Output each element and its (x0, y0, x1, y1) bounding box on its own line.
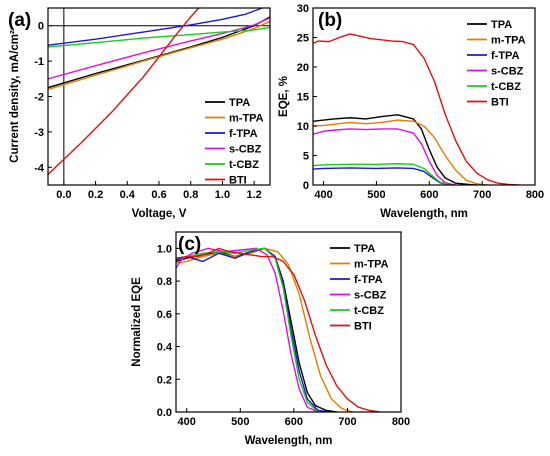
legend: TPA m-TPA f-TPA s-CBZ t-CBZ BTI (330, 243, 389, 333)
legend-label-s-cbz: s-CBZ (229, 144, 262, 156)
y-tick-label: 0 (38, 21, 44, 33)
legend-label-tpa: TPA (491, 19, 512, 31)
series-line-bti (176, 247, 380, 412)
legend-label-f-tpa: f-TPA (354, 274, 383, 286)
y-tick-label: 5 (303, 151, 309, 163)
y-tick-label: 1.0 (157, 243, 172, 255)
series-line-m-tpa (176, 247, 353, 412)
x-tick-label: 600 (420, 189, 438, 201)
legend-label-bti: BTI (491, 97, 509, 109)
x-tick-label: 500 (231, 416, 249, 428)
series-line-bti (313, 33, 520, 185)
series-line-s-cbz (48, 17, 270, 80)
x-tick-label: 400 (178, 416, 196, 428)
series-line-s-cbz (313, 128, 456, 185)
x-tick-label: 0.0 (56, 189, 71, 201)
x-tick-label: 500 (367, 189, 385, 201)
chart-panel-3: 400 500 600 700 800 0.0 0.2 0.4 0.6 0.8 1.0 Wavelen… (131, 231, 410, 447)
y-tick-label: 0.2 (157, 374, 172, 386)
series-line-m-tpa (48, 20, 270, 91)
x-tick-label: 600 (285, 416, 303, 428)
y-tick-label: 30 (297, 3, 309, 15)
legend-label-m-tpa: m-TPA (229, 113, 264, 125)
legend: TPA m-TPA f-TPA s-CBZ t-CBZ BTI (467, 19, 526, 109)
y-tick-label: 0.0 (157, 407, 172, 419)
series-line-bti (48, 8, 200, 175)
series-line-tpa (176, 247, 337, 412)
series-line-m-tpa (313, 119, 488, 185)
legend-label-t-cbz: t-CBZ (229, 159, 259, 171)
y-tick-label: 0.4 (157, 342, 173, 354)
series-line-t-cbz (48, 26, 270, 48)
x-axis-label: Voltage, V (132, 208, 187, 220)
y-tick-label: 20 (297, 62, 309, 74)
series-line-tpa (313, 114, 483, 185)
x-tick-label: 700 (338, 416, 356, 428)
legend-label-m-tpa: m-TPA (491, 35, 526, 47)
plot-frame (175, 231, 402, 413)
series-line-s-cbz (176, 247, 319, 412)
panel-label: (b) (318, 10, 342, 31)
y-tick-label: 10 (297, 121, 309, 133)
series-line-t-cbz (313, 163, 451, 185)
x-tick-label: 800 (526, 189, 544, 201)
legend-label-tpa: TPA (354, 243, 375, 255)
legend-label-t-cbz: t-CBZ (354, 305, 384, 317)
chart-panel-2: 400 500 600 700 800 0 5 10 15 20 25 30 Wavelength, n… (278, 3, 544, 220)
x-tick-label: 1.2 (246, 189, 261, 201)
y-axis-label: EQE, % (278, 76, 290, 117)
series-line-t-cbz (176, 247, 319, 412)
x-tick-label: 0.8 (183, 189, 198, 201)
legend-label-s-cbz: s-CBZ (354, 290, 387, 302)
legend-label-f-tpa: f-TPA (229, 128, 258, 140)
x-tick-label: 1.0 (215, 189, 230, 201)
y-tick-label: -2 (34, 92, 44, 104)
y-axis-label: Normalized EQE (131, 277, 143, 367)
y-tick-label: 0.6 (157, 309, 172, 321)
legend: TPA m-TPA f-TPA s-CBZ t-CBZ BTI (205, 97, 264, 187)
y-tick-label: -1 (34, 56, 44, 68)
panel-label: (c) (178, 234, 201, 255)
legend-label-m-tpa: m-TPA (354, 259, 389, 271)
legend-label-bti: BTI (354, 321, 372, 333)
y-tick-label: 0 (303, 180, 309, 192)
y-tick-label: -3 (34, 127, 44, 139)
series-line-f-tpa (48, 8, 263, 46)
legend-label-s-cbz: s-CBZ (491, 66, 524, 78)
series-line-tpa (48, 16, 270, 89)
legend-label-bti: BTI (229, 175, 247, 187)
panel-label: (a) (8, 10, 31, 31)
legend-label-f-tpa: f-TPA (491, 50, 520, 62)
x-tick-label: 400 (314, 189, 332, 201)
y-tick-label: -4 (34, 162, 45, 174)
x-tick-label: 0.2 (88, 189, 103, 201)
x-tick-label: 0.4 (120, 189, 136, 201)
x-tick-label: 0.6 (151, 189, 166, 201)
y-tick-label: 25 (297, 33, 309, 45)
legend-label-tpa: TPA (229, 97, 250, 109)
y-tick-label: 0.8 (157, 276, 172, 288)
x-tick-label: 800 (392, 416, 410, 428)
x-axis-label: Wavelength, nm (380, 208, 468, 220)
x-axis-label: Wavelength, nm (245, 435, 333, 447)
y-axis-label: Current density, mA/cm² (9, 30, 21, 163)
y-tick-label: 15 (297, 92, 309, 104)
series-line-f-tpa (313, 167, 451, 185)
x-tick-label: 700 (473, 189, 491, 201)
legend-label-t-cbz: t-CBZ (491, 81, 521, 93)
chart-panel-1: 0.0 0.2 0.4 0.6 0.8 1.0 1.2 -4 -3 -2 -1 0 Voltage, V… (8, 7, 271, 220)
